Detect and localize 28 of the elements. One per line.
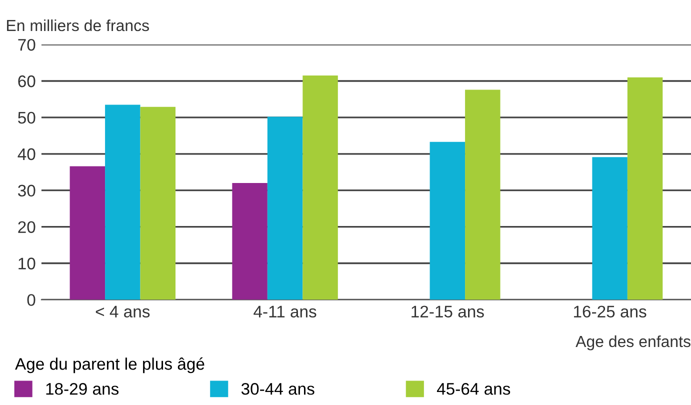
y-tick-label: 0 [27, 294, 36, 306]
bar [232, 183, 268, 300]
legend-label: 45-64 ans [436, 383, 510, 395]
bar [105, 104, 140, 300]
y-tick-label: 20 [18, 221, 36, 234]
y-tick-label: 30 [18, 184, 36, 197]
y-tick-label: 70 [18, 38, 36, 51]
x-tick-label: 12-15 ans [412, 306, 484, 318]
bar [302, 76, 338, 300]
legend-title: Age du parent le plus âgé [15, 357, 204, 374]
bar [592, 157, 628, 300]
x-tick-label: 16-25 ans [574, 306, 646, 318]
bar [267, 116, 303, 300]
x-tick-label: 4-11 ans [254, 306, 316, 318]
legend-label: 18-29 ans [46, 383, 119, 395]
bar [430, 142, 466, 300]
bar [627, 77, 663, 300]
y-tick-label: 40 [18, 148, 36, 160]
y-tick-label: 10 [18, 258, 36, 270]
bar [70, 166, 106, 300]
x-tick-label: < 4 ans [96, 306, 150, 318]
y-tick-label: 50 [18, 112, 36, 124]
y-tick-label: 60 [18, 75, 36, 88]
x-axis-title: Age des enfants [576, 335, 690, 350]
bar [140, 106, 176, 300]
bar [465, 90, 500, 300]
legend-label: 30-44 ans [241, 383, 314, 395]
y-axis-title: En milliers de francs [7, 19, 149, 32]
